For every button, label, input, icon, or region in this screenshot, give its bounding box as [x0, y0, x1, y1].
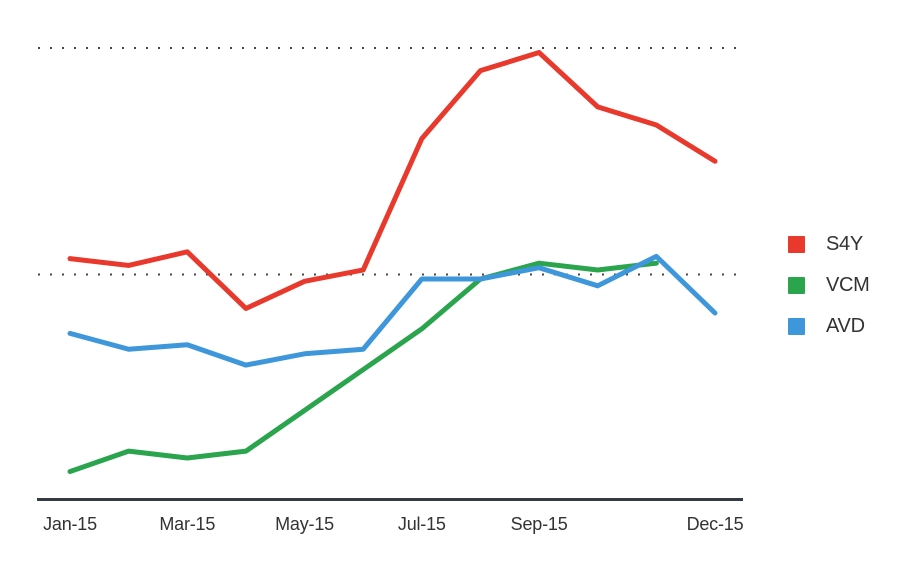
legend-swatch-s4y [788, 236, 805, 253]
legend-label-s4y: S4Y [826, 233, 863, 255]
legend-item-s4y: S4Y [788, 233, 870, 255]
x-tick-jan-15: Jan-15 [43, 514, 97, 534]
series-line-s4y [67, 50, 718, 311]
legend-label-avd: AVD [826, 315, 865, 337]
legend-swatch-vcm [788, 277, 805, 294]
legend: S4Y VCM AVD [788, 233, 870, 359]
legend-item-vcm: VCM [788, 274, 870, 296]
legend-label-vcm: VCM [826, 274, 870, 296]
x-tick-sep-15: Sep-15 [510, 514, 568, 534]
x-tick-jul-15: Jul-15 [397, 514, 446, 534]
series-line-avd [67, 253, 718, 368]
x-tick-may-15: May-15 [275, 514, 334, 534]
series-line-vcm [67, 260, 659, 475]
x-tick-mar-15: Mar-15 [159, 514, 216, 534]
legend-item-avd: AVD [788, 315, 870, 337]
x-tick-dec-15: Dec-15 [686, 514, 744, 534]
legend-swatch-avd [788, 318, 805, 335]
